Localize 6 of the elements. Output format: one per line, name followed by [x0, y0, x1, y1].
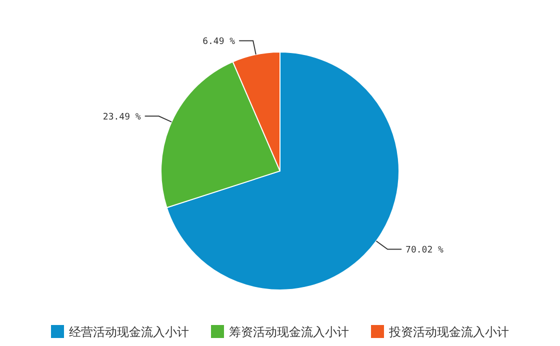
- legend-label: 经营活动现金流入小计: [69, 325, 189, 340]
- data-label: 6.49 %: [202, 36, 236, 47]
- data-label: 23.49 %: [102, 112, 142, 122]
- legend-label: 筹资活动现金流入小计: [229, 325, 349, 340]
- legend-label: 投资活动现金流入小计: [388, 325, 509, 340]
- data-label: 70.02 %: [406, 245, 444, 256]
